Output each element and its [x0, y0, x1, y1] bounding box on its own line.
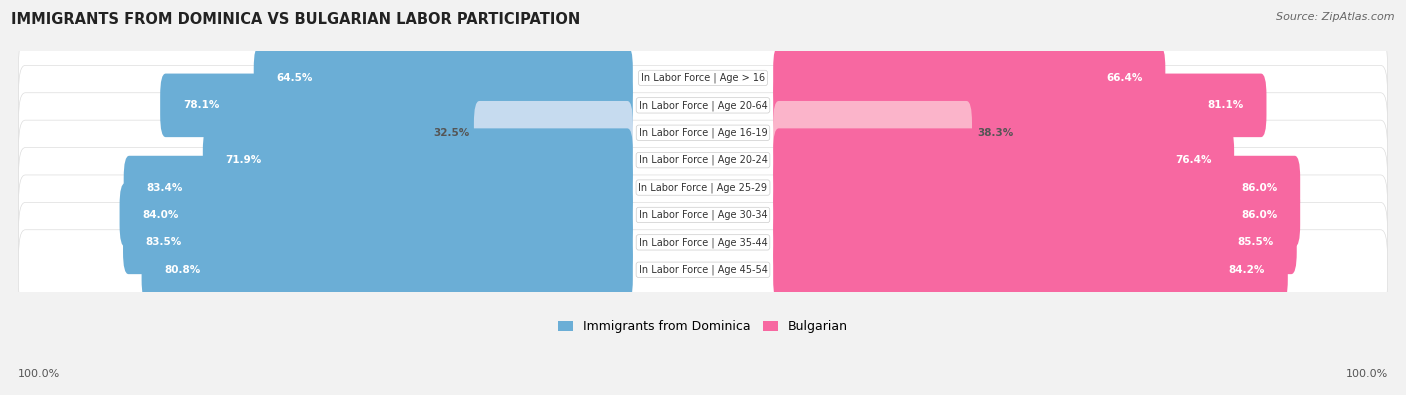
FancyBboxPatch shape — [18, 65, 1388, 145]
Text: 100.0%: 100.0% — [1346, 369, 1388, 379]
Text: 83.4%: 83.4% — [146, 182, 183, 192]
FancyBboxPatch shape — [773, 101, 972, 165]
FancyBboxPatch shape — [142, 238, 633, 301]
Text: 85.5%: 85.5% — [1237, 237, 1274, 247]
FancyBboxPatch shape — [773, 128, 1234, 192]
FancyBboxPatch shape — [18, 202, 1388, 282]
Text: In Labor Force | Age 25-29: In Labor Force | Age 25-29 — [638, 182, 768, 193]
FancyBboxPatch shape — [773, 73, 1267, 137]
FancyBboxPatch shape — [474, 101, 633, 165]
FancyBboxPatch shape — [124, 156, 633, 219]
FancyBboxPatch shape — [773, 211, 1296, 274]
Text: 64.5%: 64.5% — [277, 73, 312, 83]
FancyBboxPatch shape — [18, 230, 1388, 310]
Text: In Labor Force | Age 20-24: In Labor Force | Age 20-24 — [638, 155, 768, 166]
Text: In Labor Force | Age 35-44: In Labor Force | Age 35-44 — [638, 237, 768, 248]
FancyBboxPatch shape — [773, 183, 1301, 247]
Text: In Labor Force | Age 16-19: In Labor Force | Age 16-19 — [638, 128, 768, 138]
FancyBboxPatch shape — [253, 46, 633, 110]
FancyBboxPatch shape — [773, 156, 1301, 219]
FancyBboxPatch shape — [18, 175, 1388, 255]
Text: 78.1%: 78.1% — [183, 100, 219, 110]
FancyBboxPatch shape — [18, 120, 1388, 200]
FancyBboxPatch shape — [202, 128, 633, 192]
Text: 86.0%: 86.0% — [1241, 182, 1278, 192]
Text: 84.2%: 84.2% — [1229, 265, 1265, 275]
FancyBboxPatch shape — [122, 211, 633, 274]
Text: 84.0%: 84.0% — [142, 210, 179, 220]
Text: 71.9%: 71.9% — [225, 155, 262, 165]
Text: 100.0%: 100.0% — [18, 369, 60, 379]
FancyBboxPatch shape — [773, 46, 1166, 110]
FancyBboxPatch shape — [773, 238, 1288, 301]
Text: In Labor Force | Age > 16: In Labor Force | Age > 16 — [641, 73, 765, 83]
Text: 80.8%: 80.8% — [165, 265, 201, 275]
Text: 66.4%: 66.4% — [1107, 73, 1143, 83]
Text: 76.4%: 76.4% — [1175, 155, 1212, 165]
Text: Source: ZipAtlas.com: Source: ZipAtlas.com — [1277, 12, 1395, 22]
Text: 38.3%: 38.3% — [977, 128, 1014, 138]
FancyBboxPatch shape — [18, 38, 1388, 118]
Legend: Immigrants from Dominica, Bulgarian: Immigrants from Dominica, Bulgarian — [553, 316, 853, 339]
Text: IMMIGRANTS FROM DOMINICA VS BULGARIAN LABOR PARTICIPATION: IMMIGRANTS FROM DOMINICA VS BULGARIAN LA… — [11, 12, 581, 27]
FancyBboxPatch shape — [18, 93, 1388, 173]
Text: 81.1%: 81.1% — [1208, 100, 1244, 110]
Text: 32.5%: 32.5% — [433, 128, 470, 138]
Text: In Labor Force | Age 20-64: In Labor Force | Age 20-64 — [638, 100, 768, 111]
Text: In Labor Force | Age 45-54: In Labor Force | Age 45-54 — [638, 265, 768, 275]
Text: 83.5%: 83.5% — [146, 237, 181, 247]
FancyBboxPatch shape — [120, 183, 633, 247]
FancyBboxPatch shape — [18, 148, 1388, 228]
FancyBboxPatch shape — [160, 73, 633, 137]
Text: In Labor Force | Age 30-34: In Labor Force | Age 30-34 — [638, 210, 768, 220]
Text: 86.0%: 86.0% — [1241, 210, 1278, 220]
